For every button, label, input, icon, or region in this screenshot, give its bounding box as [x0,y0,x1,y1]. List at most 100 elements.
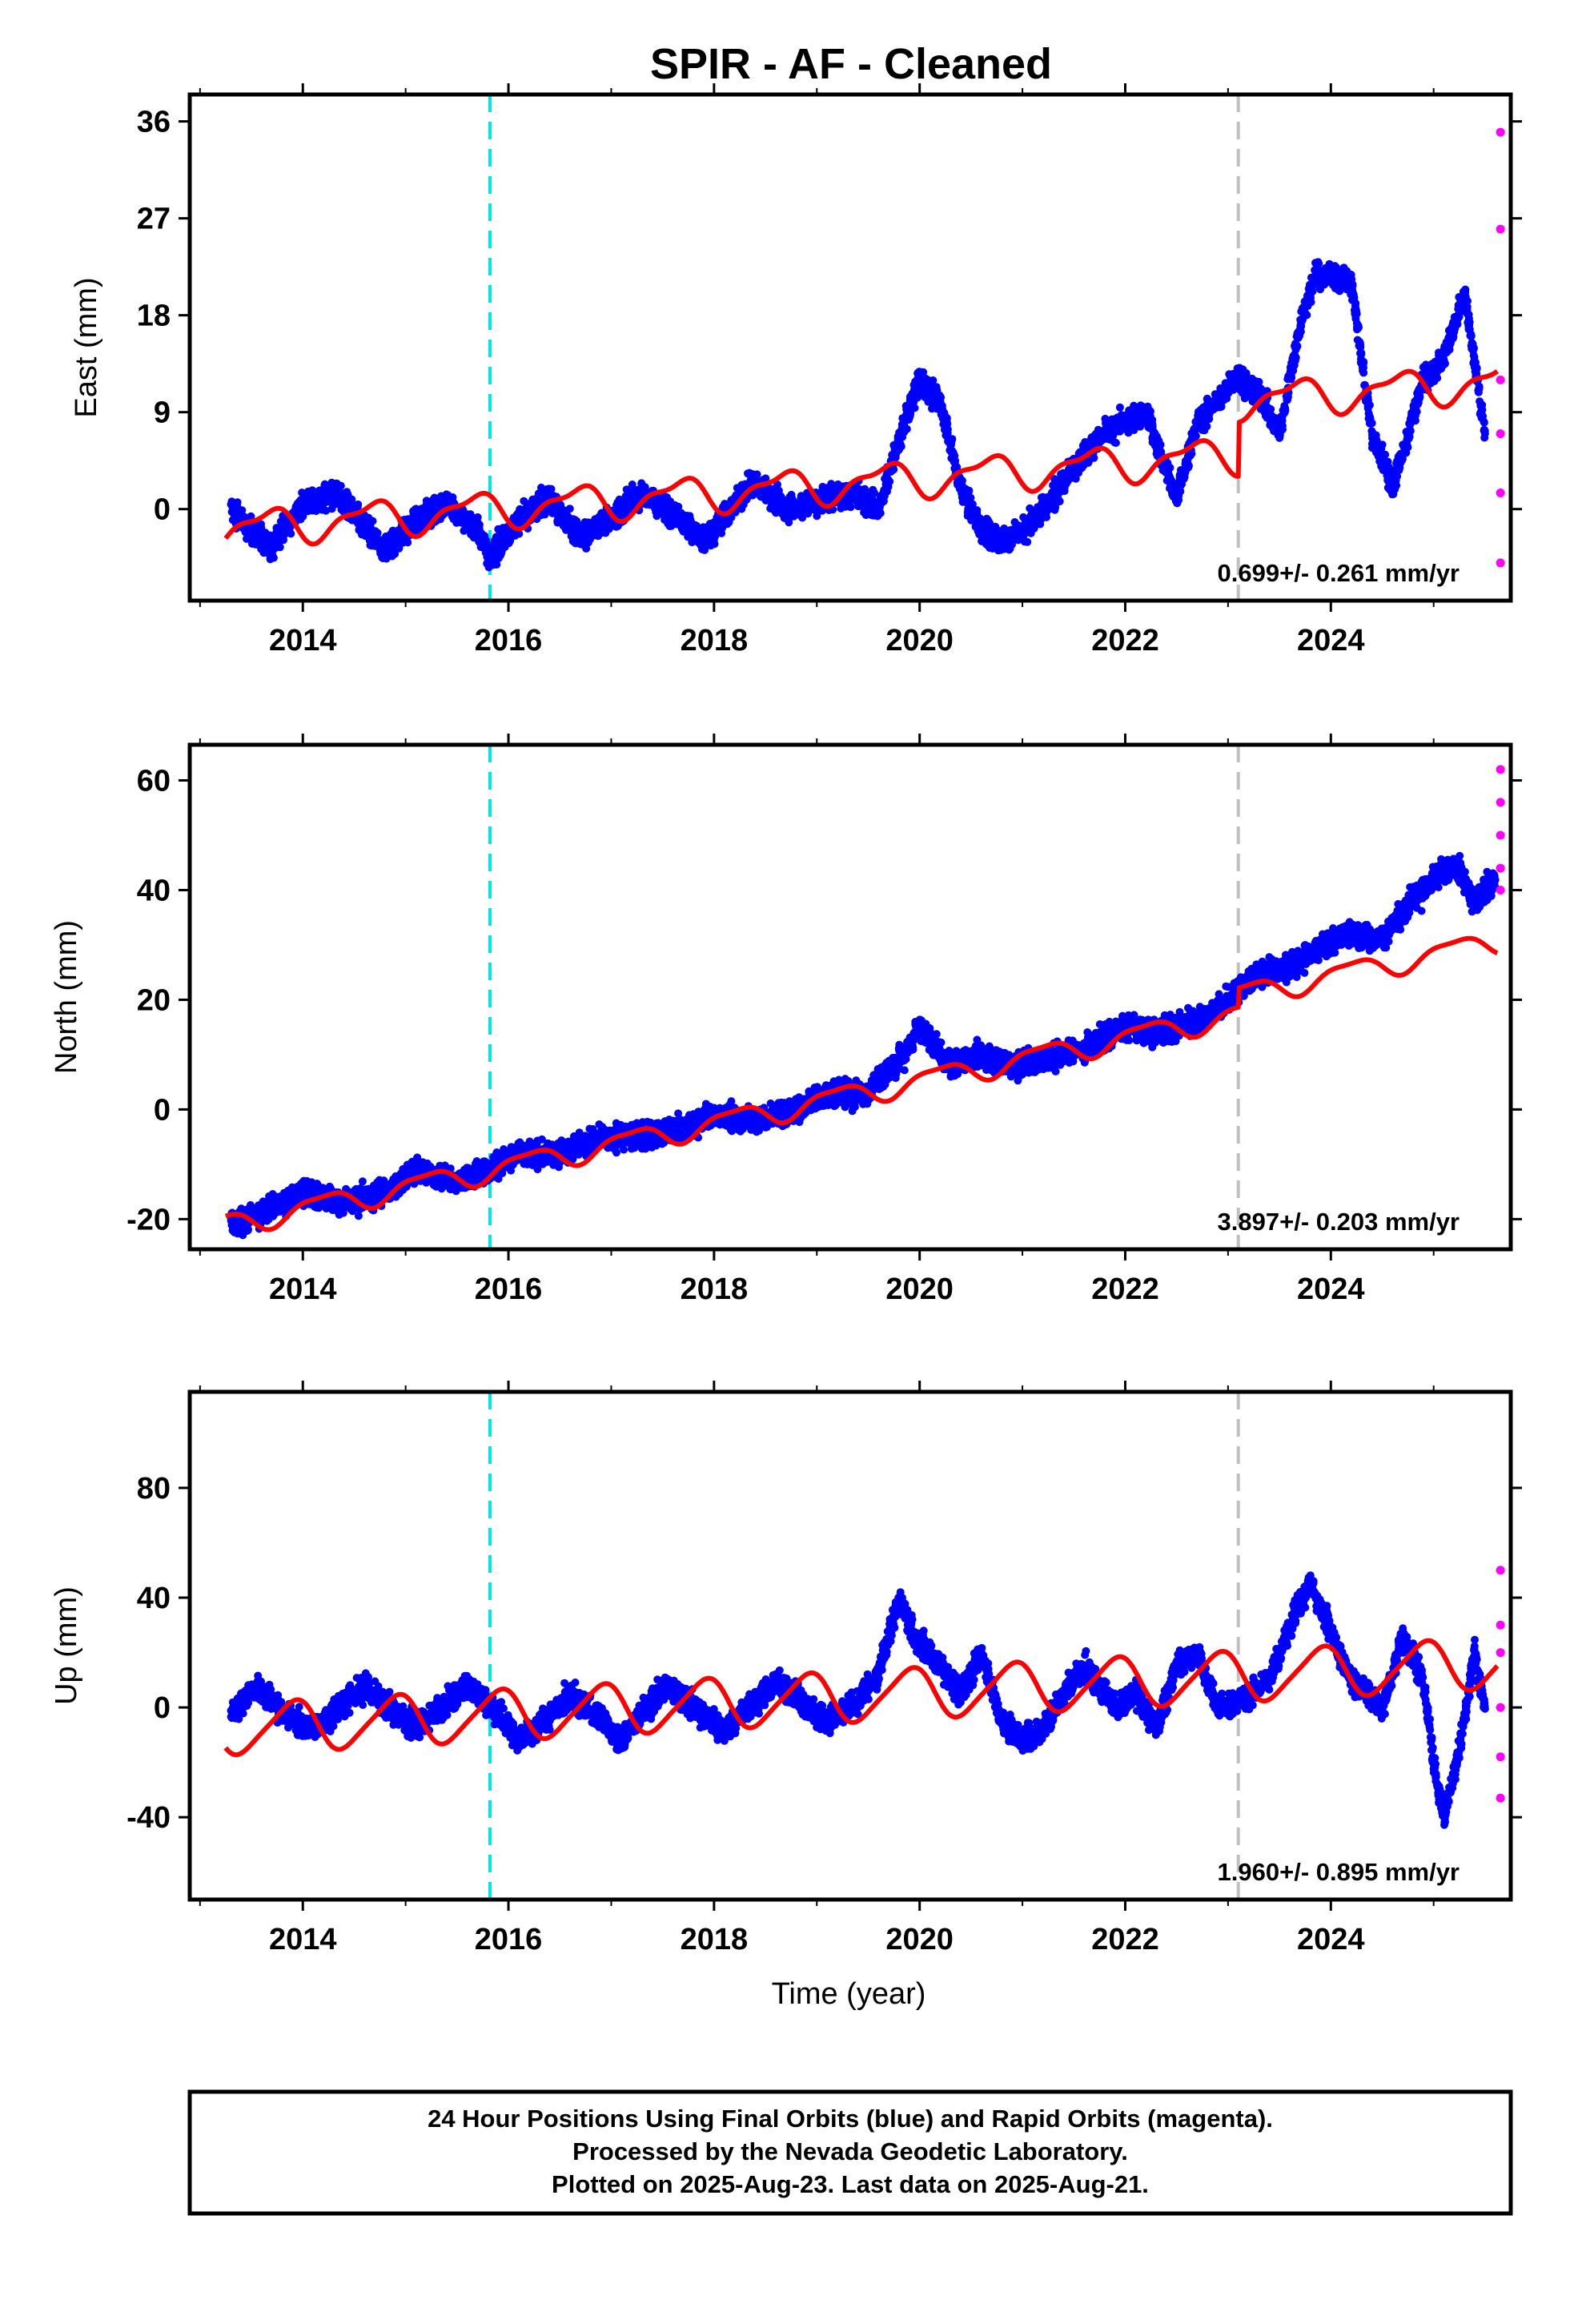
final-orbit-point [504,539,513,548]
final-orbit-point [248,529,257,538]
final-orbit-point [687,533,696,541]
final-orbit-point [515,529,524,538]
final-orbit-point [691,521,700,529]
final-orbit-point [227,501,236,510]
final-orbit-point [700,532,708,540]
final-orbit-point [924,388,933,397]
final-orbit-point [618,497,627,506]
final-orbit-point [929,399,938,408]
final-orbit-point [855,485,864,493]
final-orbit-point [320,480,329,489]
final-orbit-point [1036,520,1045,529]
final-orbit-point [383,549,391,558]
final-orbit-point [488,555,496,563]
final-orbit-point [1173,488,1182,497]
final-orbit-point [988,534,997,543]
final-orbit-point [586,529,595,537]
final-orbit-point [337,502,346,511]
final-orbit-point [365,522,374,531]
final-orbit-point [1079,444,1088,453]
final-orbit-point [1412,408,1421,416]
final-orbit-point [717,517,726,525]
final-orbit-point [382,532,390,541]
final-orbit-point [275,543,284,552]
final-orbit-point [1111,439,1120,447]
final-orbit-point [1323,264,1331,273]
final-orbit-point [474,533,483,541]
final-orbit-point [257,520,265,529]
final-orbit-point [1275,431,1284,440]
final-orbit-point [658,496,667,505]
final-orbit-point [399,538,408,547]
final-orbit-point [797,505,805,514]
final-orbit-point [1343,267,1351,275]
final-orbit-point [864,488,873,497]
final-orbit-point [1359,359,1368,368]
final-orbit-point [1375,453,1384,462]
final-orbit-point [622,485,631,494]
final-orbit-point [299,496,307,505]
final-orbit-point [1314,272,1323,281]
final-orbit-point [818,482,827,491]
final-orbit-point [979,530,988,539]
final-orbit-point [367,541,376,550]
final-orbit-point [1301,309,1310,318]
final-orbit-point [797,493,805,502]
final-orbit-point [1071,464,1080,473]
final-orbit-point [1181,460,1190,468]
final-orbit-point [1175,476,1184,485]
final-orbit-point [496,531,504,540]
final-orbit-point [1391,479,1399,488]
final-orbit-point [876,509,885,517]
final-orbit-point [1371,444,1380,452]
final-orbit-point [986,519,994,528]
final-orbit-point [1396,459,1404,467]
final-orbit-point [910,390,919,398]
final-orbit-point [950,456,959,464]
final-orbit-point [496,540,504,549]
final-orbit-point [991,541,1000,550]
final-orbit-point [703,523,712,532]
final-orbit-point [926,382,935,391]
final-orbit-point [1433,365,1442,374]
final-orbit-point [1020,537,1029,546]
final-orbit-point [1367,419,1376,428]
final-orbit-point [1003,533,1012,542]
final-orbit-point [711,521,720,529]
final-orbit-point [1423,367,1432,376]
final-orbit-point [1109,432,1118,440]
final-orbit-point [1348,296,1356,304]
final-orbit-point [818,506,826,515]
final-orbit-point [315,504,323,513]
final-orbit-point [902,424,911,433]
final-orbit-point [970,515,979,524]
final-orbit-point [1351,311,1360,320]
final-orbit-point [1217,394,1226,403]
final-orbit-point [1348,281,1357,290]
final-orbit-point [494,525,503,533]
final-orbit-point [1010,518,1019,526]
final-orbit-point [474,525,483,534]
final-orbit-point [764,496,773,505]
final-orbit-point [1316,285,1325,294]
figure-title: SPIR - AF - Cleaned [650,40,1052,88]
final-orbit-point [1296,328,1305,336]
final-orbit-point [1071,474,1080,483]
final-orbit-point [1406,420,1415,429]
final-orbit-point [343,488,351,497]
final-orbit-point [894,445,903,454]
final-orbit-point [343,503,352,512]
final-orbit-point [586,535,594,544]
final-orbit-point [1305,284,1314,293]
final-orbit-point [1129,412,1138,420]
final-orbit-point [889,452,897,460]
final-orbit-point [947,438,956,447]
final-orbit-point [255,534,264,543]
final-orbit-point [959,489,968,497]
final-orbit-point [1196,405,1205,414]
final-orbit-point [1059,468,1067,477]
final-orbit-point [640,483,649,492]
final-orbit-point [444,491,452,500]
final-orbit-point [492,561,501,569]
